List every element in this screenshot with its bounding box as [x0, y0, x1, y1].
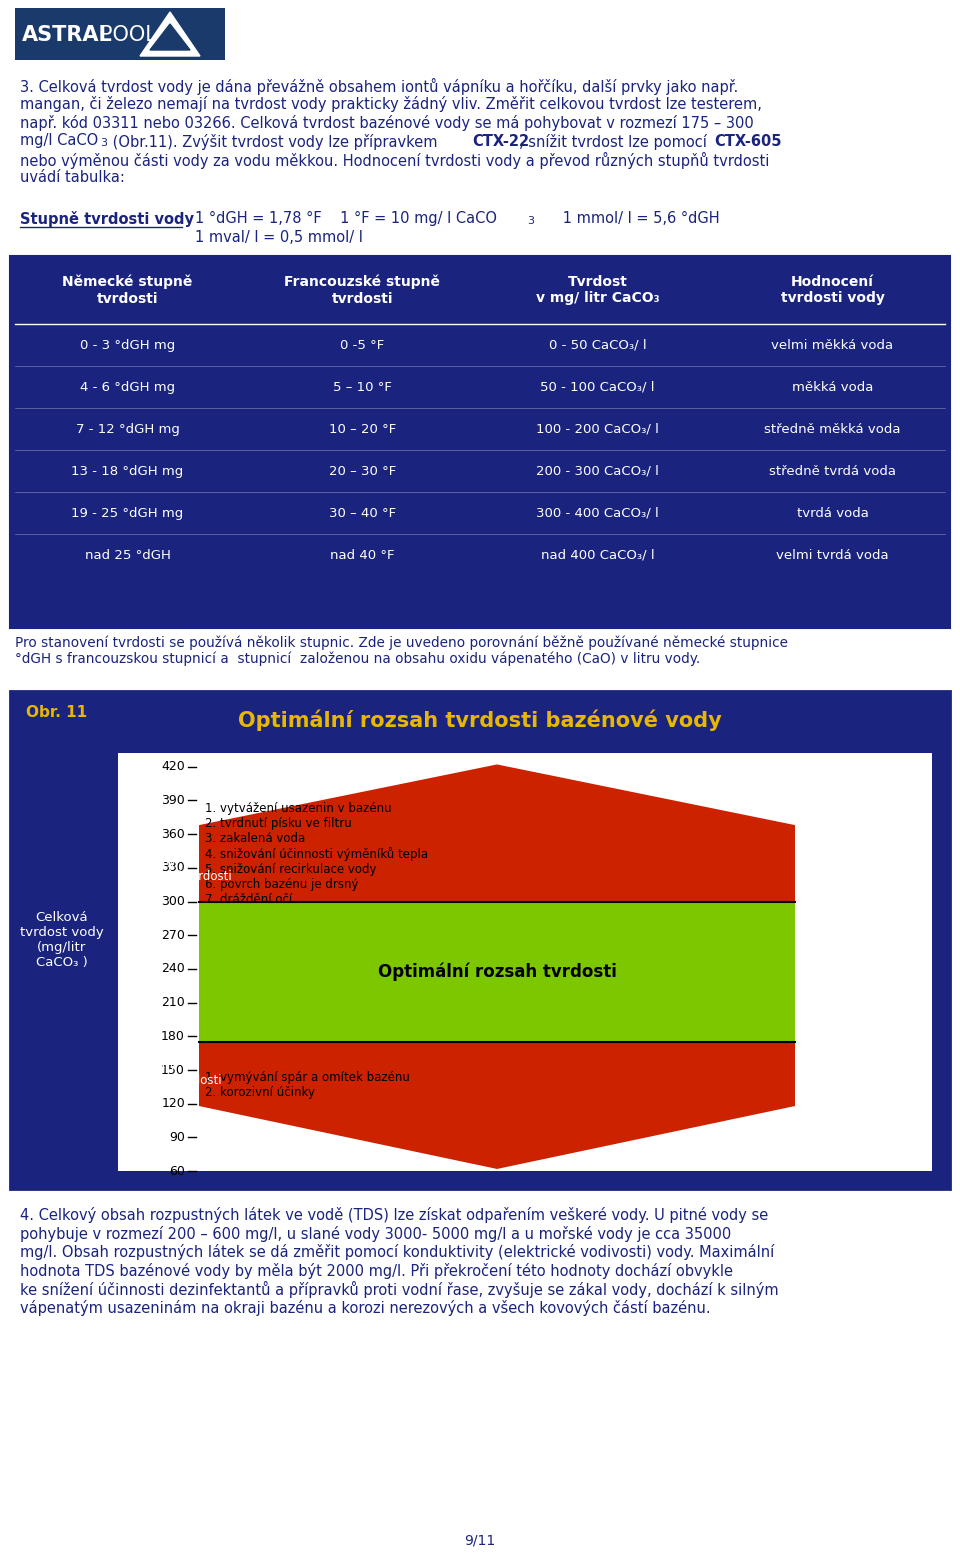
Text: 0 - 50 CaCO₃/ l: 0 - 50 CaCO₃/ l	[549, 339, 646, 352]
Text: 240: 240	[161, 962, 185, 976]
Text: Tvrdost
v mg/ litr CaCO₃: Tvrdost v mg/ litr CaCO₃	[536, 275, 660, 305]
Text: 1. vytvážení usazenin v bazénu
2. tvrdnutí písku ve filtru
3. zakalená voda
4. s: 1. vytvážení usazenin v bazénu 2. tvrdnu…	[205, 802, 428, 906]
Text: 20 – 30 °F: 20 – 30 °F	[329, 465, 396, 477]
Text: , snížit tvrdost lze pomocí: , snížit tvrdost lze pomocí	[519, 133, 711, 150]
Text: 420: 420	[161, 760, 185, 773]
Text: 175 mg/l
17,5 °F
9,8 °N: 175 mg/l 17,5 °F 9,8 °N	[802, 1060, 870, 1107]
Text: 0 - 3 °dGH mg: 0 - 3 °dGH mg	[80, 339, 175, 352]
Text: pohybuje v rozmezí 200 – 600 mg/l, u slané vody 3000- 5000 mg/l a u mořské vody : pohybuje v rozmezí 200 – 600 mg/l, u sla…	[20, 1226, 732, 1242]
Text: 19 - 25 °dGH mg: 19 - 25 °dGH mg	[71, 507, 183, 519]
Text: Německé stupně
tvrdosti: Německé stupně tvrdosti	[62, 275, 193, 305]
Text: Obr. 11: Obr. 11	[26, 705, 87, 719]
Text: 300 - 400 CaCO₃/ l: 300 - 400 CaCO₃/ l	[536, 507, 659, 519]
Text: 3: 3	[527, 216, 534, 227]
Text: 1 mmol/ l = 5,6 °dGH: 1 mmol/ l = 5,6 °dGH	[535, 211, 720, 227]
Text: 50 - 100 CaCO₃/ l: 50 - 100 CaCO₃/ l	[540, 380, 655, 394]
Text: mangan, či železo nemají na tvrdost vody prakticky žádný vliv. Změřit celkovou t: mangan, či železo nemají na tvrdost vody…	[20, 97, 762, 113]
Text: 7 - 12 °dGH mg: 7 - 12 °dGH mg	[76, 422, 180, 436]
Bar	[10, 691, 950, 1189]
Polygon shape	[199, 765, 795, 901]
Polygon shape	[150, 23, 190, 50]
Text: velmi měkká voda: velmi měkká voda	[772, 339, 894, 352]
Text: 4. Celkový obsah rozpustných látek ve vodě (TDS) lze získat odpařením veškeré vo: 4. Celkový obsah rozpustných látek ve vo…	[20, 1207, 768, 1223]
Text: Problémy
při nízké tvrdosti: Problémy při nízké tvrdosti	[122, 1059, 222, 1087]
Text: 5 – 10 °F: 5 – 10 °F	[333, 380, 392, 394]
Text: 390: 390	[161, 795, 185, 807]
Text: Hodnocení
tvrdosti vody: Hodnocení tvrdosti vody	[780, 275, 884, 305]
Text: 180: 180	[161, 1029, 185, 1043]
Text: 360: 360	[161, 827, 185, 840]
Polygon shape	[140, 13, 200, 56]
Text: 1 °dGH = 1,78 °F    1 °F = 10 mg/ l CaCO: 1 °dGH = 1,78 °F 1 °F = 10 mg/ l CaCO	[195, 211, 497, 227]
Text: ASTRAL: ASTRAL	[22, 25, 112, 45]
Text: Francouzské stupně
tvrdosti: Francouzské stupně tvrdosti	[284, 275, 441, 305]
Text: 3. Celková tvrdost vody je dána převážně obsahem iontů vápníku a hořčíku, další : 3. Celková tvrdost vody je dána převážně…	[20, 78, 738, 95]
Text: 300: 300	[161, 895, 185, 909]
Text: uvádí tabulka:: uvádí tabulka:	[20, 170, 125, 186]
Text: 1 mval/ l = 0,5 mmol/ l: 1 mval/ l = 0,5 mmol/ l	[195, 230, 363, 244]
Text: 1. vymývání spár a omítek bazénu
2. korozivní účinky: 1. vymývání spár a omítek bazénu 2. koro…	[205, 1071, 410, 1099]
Text: 150: 150	[161, 1064, 185, 1076]
Text: ke snížení účinnosti dezinfektantů a přípravků proti vodní řase, zvyšuje se záka: ke snížení účinnosti dezinfektantů a pří…	[20, 1281, 779, 1298]
Text: hodnota TDS bazénové vody by měla být 2000 mg/l. Při překročení této hodnoty doc: hodnota TDS bazénové vody by měla být 20…	[20, 1262, 733, 1279]
Text: velmi tvrdá voda: velmi tvrdá voda	[777, 549, 889, 561]
Bar	[10, 256, 950, 629]
Text: 210: 210	[161, 996, 185, 1009]
Text: (Obr.11). Zvýšit tvrdost vody lze přípravkem: (Obr.11). Zvýšit tvrdost vody lze přípra…	[108, 133, 443, 150]
Text: 200 - 300 CaCO₃/ l: 200 - 300 CaCO₃/ l	[536, 465, 659, 477]
Text: CTX-22: CTX-22	[472, 133, 529, 149]
Text: Problémy
při vysoké tvrdosti: Problémy při vysoké tvrdosti	[122, 856, 231, 884]
Text: mg/l. Obsah rozpustných látek se dá změřit pomocí konduktivity (elektrické vodiv: mg/l. Obsah rozpustných látek se dá změř…	[20, 1245, 775, 1261]
Text: 0 -5 °F: 0 -5 °F	[341, 339, 385, 352]
Text: mg/l CaCO: mg/l CaCO	[20, 133, 98, 149]
Text: 100 - 200 CaCO₃/ l: 100 - 200 CaCO₃/ l	[536, 422, 659, 436]
Text: měkká voda: měkká voda	[792, 380, 874, 394]
Text: středně měkká voda: středně měkká voda	[764, 422, 900, 436]
Text: Optimální rozsah tvrdosti bazénové vody: Optimální rozsah tvrdosti bazénové vody	[238, 708, 722, 730]
Text: 330: 330	[161, 862, 185, 874]
Text: nad 40 °F: nad 40 °F	[330, 549, 395, 561]
Bar	[199, 901, 795, 1042]
Text: 270: 270	[161, 929, 185, 942]
Text: Optimální rozsah tvrdosti: Optimální rozsah tvrdosti	[377, 962, 616, 981]
Text: 4 - 6 °dGH mg: 4 - 6 °dGH mg	[80, 380, 175, 394]
Text: 120: 120	[161, 1098, 185, 1110]
Text: 16,8 °N
30 °F
300 mg/l: 16,8 °N 30 °F 300 mg/l	[802, 851, 870, 896]
Text: Stupně tvrdosti vody: Stupně tvrdosti vody	[20, 211, 194, 227]
Bar	[15, 8, 225, 59]
Bar	[118, 754, 932, 1171]
Text: Pro stanovení tvrdosti se používá několik stupnic. Zde je uvedeno porovnání běžn: Pro stanovení tvrdosti se používá několi…	[15, 635, 788, 666]
Text: 30 – 40 °F: 30 – 40 °F	[329, 507, 396, 519]
Text: vápenatým usazeninám na okraji bazénu a korozi nerezových a všech kovových částí: vápenatým usazeninám na okraji bazénu a …	[20, 1300, 710, 1315]
Text: Celková
tvrdost vody
(mg/litr
CaCO₃ ): Celková tvrdost vody (mg/litr CaCO₃ )	[20, 912, 104, 970]
Text: POOL: POOL	[100, 25, 156, 45]
Text: nad 400 CaCO₃/ l: nad 400 CaCO₃/ l	[540, 549, 655, 561]
Text: tvrdá voda: tvrdá voda	[797, 507, 869, 519]
Text: 60: 60	[169, 1165, 185, 1178]
Text: středně tvrdá voda: středně tvrdá voda	[769, 465, 896, 477]
Text: 13 - 18 °dGH mg: 13 - 18 °dGH mg	[71, 465, 183, 477]
Text: 3: 3	[100, 139, 107, 149]
Polygon shape	[199, 1042, 795, 1168]
Text: 10 – 20 °F: 10 – 20 °F	[329, 422, 396, 436]
Text: CTX-605: CTX-605	[714, 133, 781, 149]
Text: nebo výměnou části vody za vodu měkkou. Hodnocení tvrdosti vody a převod různých: nebo výměnou části vody za vodu měkkou. …	[20, 152, 769, 169]
Text: nad 25 °dGH: nad 25 °dGH	[84, 549, 171, 561]
Text: např. kód 03311 nebo 03266. Celková tvrdost bazénové vody se má pohybovat v rozm: např. kód 03311 nebo 03266. Celková tvrd…	[20, 116, 754, 131]
Text: 9/11: 9/11	[465, 1534, 495, 1548]
Text: 90: 90	[169, 1131, 185, 1143]
